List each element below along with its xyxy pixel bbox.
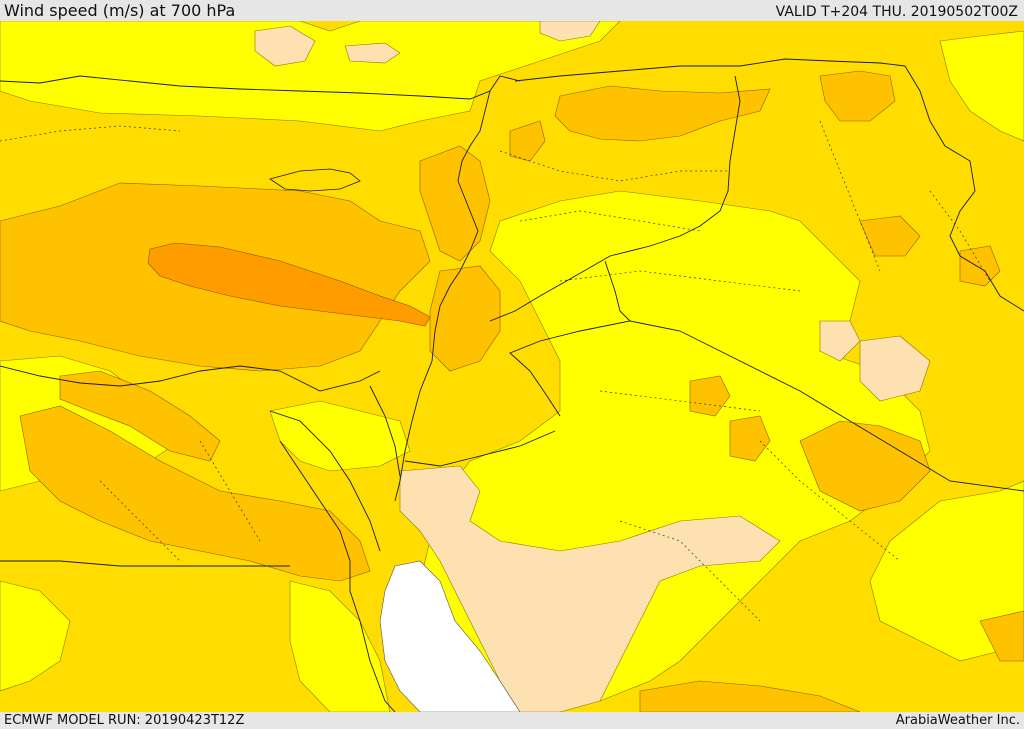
- country-borders: [0, 58, 1024, 712]
- credit-label: ArabiaWeather Inc.: [895, 713, 1020, 728]
- map-title: Wind speed (m/s) at 700 hPa: [4, 1, 236, 20]
- province-boundaries: [0, 120, 991, 622]
- cyprus-island: [269, 168, 361, 192]
- valid-time: VALID T+204 THU. 20190502T00Z: [775, 4, 1018, 20]
- jet-core: [147, 242, 431, 327]
- no-data-area: [379, 560, 521, 712]
- header-bar: Wind speed (m/s) at 700 hPa VALID T+204 …: [0, 0, 1024, 21]
- light-wind-zones: [254, 21, 931, 712]
- footer-bar: ECMWF MODEL RUN: 20190423T12Z ArabiaWeat…: [0, 712, 1024, 729]
- wind-speed-map: [0, 21, 1024, 712]
- model-run-label: ECMWF MODEL RUN: 20190423T12Z: [4, 713, 245, 728]
